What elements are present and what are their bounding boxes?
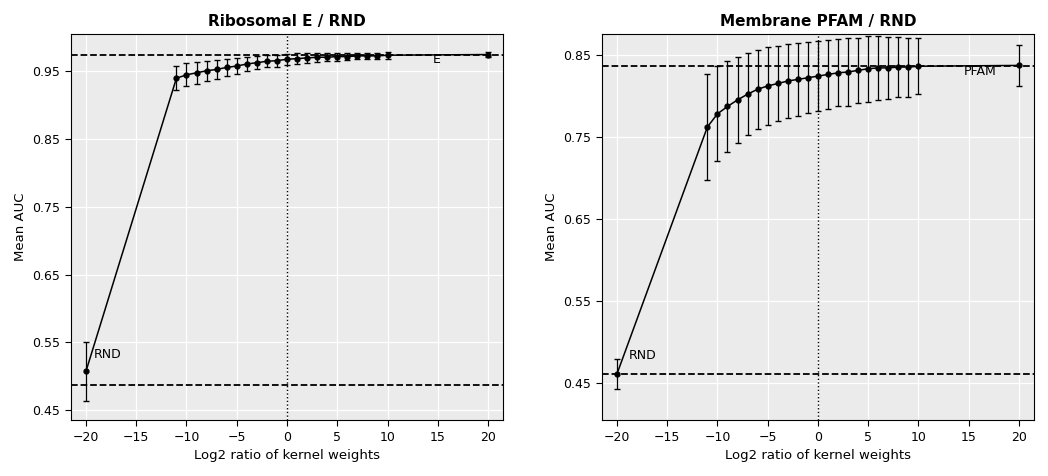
Title: Membrane PFAM / RND: Membrane PFAM / RND xyxy=(720,14,916,29)
Y-axis label: Mean AUC: Mean AUC xyxy=(14,193,27,261)
X-axis label: Log2 ratio of kernel weights: Log2 ratio of kernel weights xyxy=(194,449,380,462)
Y-axis label: Mean AUC: Mean AUC xyxy=(545,193,558,261)
Text: RND: RND xyxy=(94,347,122,360)
Text: E: E xyxy=(433,53,440,66)
Text: RND: RND xyxy=(629,349,657,362)
X-axis label: Log2 ratio of kernel weights: Log2 ratio of kernel weights xyxy=(725,449,911,462)
Text: PFAM: PFAM xyxy=(964,66,997,79)
Title: Ribosomal E / RND: Ribosomal E / RND xyxy=(209,14,366,29)
